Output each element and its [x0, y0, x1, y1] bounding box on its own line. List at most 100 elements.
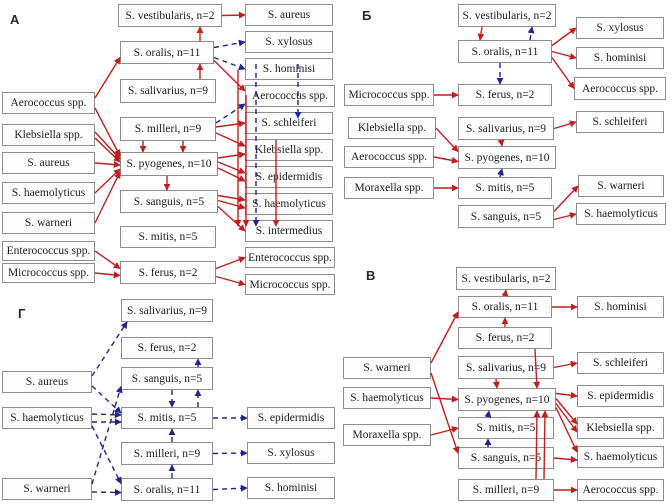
- node-a-r_aureus: S. aureus: [245, 4, 333, 26]
- node-b-l_moraxella: Moraxella spp.: [344, 177, 434, 199]
- edge-line: [551, 50, 577, 60]
- edge-line: [213, 56, 246, 71]
- node-a-r_epidermidis: S. epidermidis: [245, 166, 333, 188]
- panel-label-g: Г: [18, 306, 26, 321]
- node-a-vestibularis: S. vestibularis, n=2: [118, 4, 222, 27]
- node-v-milleri: S. milleri, n=9: [458, 479, 554, 501]
- panel-label-a: А: [10, 12, 20, 27]
- node-g-oralis: S. oralis, n=11: [121, 478, 213, 501]
- edge-line: [94, 171, 121, 224]
- edge-line: [555, 407, 578, 453]
- node-b-l_aerococcus: Aerococcus spp.: [344, 146, 434, 168]
- edge-line: [553, 120, 577, 130]
- node-a-r_micrococcus: Micrococcus spp.: [245, 274, 335, 295]
- panel-label-b: Б: [362, 8, 372, 23]
- node-a-r_haemolyticus: S. haemolyticus: [245, 193, 333, 215]
- edge-line: [91, 385, 122, 414]
- node-v-oralis: S. oralis, n=11: [458, 296, 552, 318]
- node-v-r_klebsiella: Klebsiella spp.: [577, 417, 664, 439]
- edge-line: [215, 132, 246, 147]
- edge-line: [551, 27, 577, 47]
- edge-line: [94, 131, 121, 160]
- edge-line: [430, 311, 459, 364]
- edge-line: [217, 199, 246, 210]
- node-b-r_warneri: S. warneri: [578, 175, 664, 197]
- node-a-milleri: S. milleri, n=9: [120, 117, 216, 141]
- node-v-l_warneri: S. warneri: [343, 357, 431, 379]
- node-b-sanguis: S. sanguis, n=5: [458, 205, 554, 228]
- node-a-ferus: S. ferus, n=2: [120, 261, 216, 284]
- node-b-r_xylosus: S. xylosus: [576, 17, 664, 39]
- node-g-r_epidermidis: S. epidermidis: [247, 407, 335, 429]
- node-b-vestibularis: S. vestibularis, n=2: [458, 4, 556, 27]
- node-a-r_klebsiella: Klebsiella spp.: [245, 139, 333, 161]
- node-a-r_schleiferi: S. schleiferi: [245, 112, 333, 134]
- edge-line: [91, 425, 122, 485]
- node-a-sanguis: S. sanguis, n=5: [120, 190, 218, 213]
- edge-line: [527, 26, 535, 41]
- edge-line: [217, 194, 246, 203]
- node-g-mitis: S. mitis, n=5: [121, 407, 213, 429]
- edge-line: [430, 372, 460, 454]
- edge-line: [94, 271, 121, 279]
- node-g-l_warneri: S. warneri: [2, 478, 92, 500]
- edge-line: [477, 26, 485, 41]
- edge-line: [91, 411, 122, 419]
- node-g-l_aureus: S. aureus: [2, 371, 92, 393]
- edge-line: [433, 156, 459, 164]
- node-b-r_aerococcus: Aerococcus spp.: [574, 77, 666, 100]
- edge-line: [555, 391, 578, 399]
- edge-line: [212, 484, 248, 492]
- node-a-l_warneri: S. warneri: [2, 212, 95, 234]
- node-a-pyogenes: S. pyogenes, n=10: [120, 152, 218, 176]
- edge-line: [215, 120, 246, 128]
- edge-line: [497, 168, 504, 178]
- edge-line: [551, 57, 575, 90]
- node-b-salivarius: S. salivarius, n=9: [458, 117, 554, 140]
- node-v-pyogenes: S. pyogenes, n=10: [458, 388, 556, 411]
- edge-line: [430, 426, 459, 436]
- node-g-sanguis: S. sanguis, n=5: [121, 367, 213, 390]
- edge-line: [215, 275, 246, 287]
- edge-line: [553, 185, 579, 212]
- node-b-mitis: S. mitis, n=5: [458, 177, 552, 199]
- node-b-oralis: S. oralis, n=11: [458, 40, 552, 63]
- edge-line: [553, 212, 577, 221]
- node-b-pyogenes: S. pyogenes, n=10: [458, 146, 556, 169]
- node-a-r_enterococcus: Enterococcus spp.: [245, 247, 335, 268]
- edge-line: [555, 403, 578, 433]
- edge-line: [217, 205, 246, 232]
- edge-line: [94, 161, 121, 168]
- node-b-r_schleiferi: S. schleiferi: [576, 111, 664, 133]
- node-a-l_enterococcus: Enterococcus spp.: [2, 241, 95, 261]
- node-g-r_hominisi: S. hominisi: [247, 477, 335, 499]
- node-v-l_moraxella: Moraxella spp.: [343, 424, 431, 446]
- node-v-ferus: S. ferus, n=2: [458, 327, 552, 349]
- node-v-r_aerococcus: Aerococcus spp.: [577, 479, 664, 501]
- edge-line: [221, 11, 246, 19]
- edge-line: [555, 398, 578, 425]
- node-v-sanguis: S. sanguis, n=5: [458, 447, 554, 469]
- node-a-r_intermedius: S. intermedius: [245, 220, 333, 242]
- edge-line: [492, 378, 500, 389]
- node-a-l_klebsiella: Klebsiella spp.: [2, 124, 95, 146]
- node-b-r_haemolyticus: S. haemolyticus: [576, 203, 666, 225]
- panel-label-v: В: [366, 268, 376, 283]
- node-a-l_haemolyticus: S. haemolyticus: [2, 182, 95, 204]
- node-v-mitis: S. mitis, n=5: [458, 417, 554, 439]
- edge-line: [215, 256, 246, 270]
- edge-line: [94, 168, 121, 194]
- node-a-salivarius: S. salivarius, n=9: [120, 79, 216, 103]
- node-v-salivarius: S. salivarius, n=9: [458, 356, 554, 379]
- node-a-r_aerococcus: Aerococcus spp.: [245, 85, 335, 107]
- edge-line: [94, 250, 121, 270]
- edge-line: [217, 151, 246, 159]
- node-g-l_haemolyticus: S. haemolyticus: [2, 407, 92, 429]
- node-g-ferus: S. ferus, n=2: [121, 337, 213, 359]
- edge-line: [91, 385, 123, 485]
- edge-line: [213, 60, 246, 92]
- node-v-r_hominisi: S. hominisi: [577, 296, 664, 318]
- node-a-mitis: S. mitis, n=5: [120, 226, 216, 248]
